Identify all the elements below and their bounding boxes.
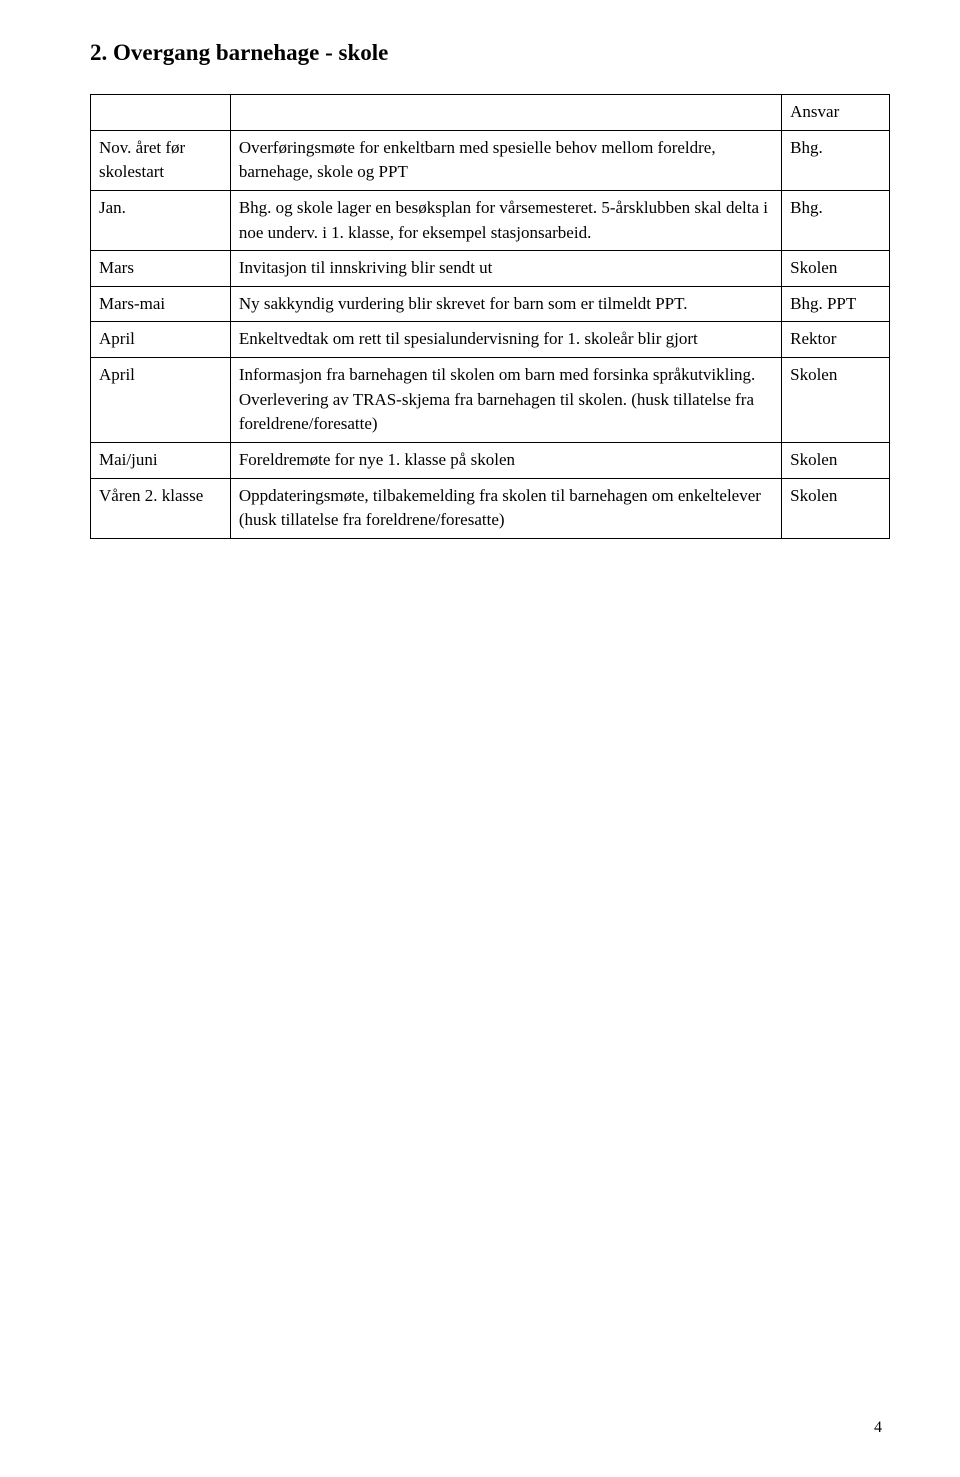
header-cell-desc: [230, 95, 781, 131]
table-row: Mars Invitasjon til innskriving blir sen…: [91, 251, 890, 287]
cell-desc: Foreldremøte for nye 1. klasse på skolen: [230, 443, 781, 479]
schedule-table: Ansvar Nov. året før skolestart Overføri…: [90, 94, 890, 539]
cell-ansvar: Skolen: [782, 478, 890, 538]
cell-desc: Ny sakkyndig vurdering blir skrevet for …: [230, 286, 781, 322]
table-row: Jan. Bhg. og skole lager en besøksplan f…: [91, 190, 890, 250]
cell-ansvar: Bhg.: [782, 190, 890, 250]
cell-desc: Bhg. og skole lager en besøksplan for vå…: [230, 190, 781, 250]
cell-ansvar: Skolen: [782, 251, 890, 287]
table-header-row: Ansvar: [91, 95, 890, 131]
cell-ansvar: Rektor: [782, 322, 890, 358]
table-row: Mars-mai Ny sakkyndig vurdering blir skr…: [91, 286, 890, 322]
page-number: 4: [90, 1419, 890, 1437]
cell-time: April: [91, 322, 231, 358]
header-cell-ansvar: Ansvar: [782, 95, 890, 131]
section-heading: 2. Overgang barnehage - skole: [90, 40, 890, 66]
cell-desc: Enkeltvedtak om rett til spesialundervis…: [230, 322, 781, 358]
cell-ansvar: Skolen: [782, 358, 890, 443]
cell-desc: Invitasjon til innskriving blir sendt ut: [230, 251, 781, 287]
cell-time: Nov. året før skolestart: [91, 130, 231, 190]
table-row: Våren 2. klasse Oppdateringsmøte, tilbak…: [91, 478, 890, 538]
cell-time: Jan.: [91, 190, 231, 250]
table-row: Mai/juni Foreldremøte for nye 1. klasse …: [91, 443, 890, 479]
cell-desc: Informasjon fra barnehagen til skolen om…: [230, 358, 781, 443]
cell-time: April: [91, 358, 231, 443]
cell-desc: Oppdateringsmøte, tilbakemelding fra sko…: [230, 478, 781, 538]
cell-time: Mars: [91, 251, 231, 287]
cell-time: Mars-mai: [91, 286, 231, 322]
cell-ansvar: Bhg. PPT: [782, 286, 890, 322]
table-row: April Enkeltvedtak om rett til spesialun…: [91, 322, 890, 358]
table-row: April Informasjon fra barnehagen til sko…: [91, 358, 890, 443]
cell-time: Våren 2. klasse: [91, 478, 231, 538]
cell-desc: Overføringsmøte for enkeltbarn med spesi…: [230, 130, 781, 190]
table-row: Nov. året før skolestart Overføringsmøte…: [91, 130, 890, 190]
cell-ansvar: Skolen: [782, 443, 890, 479]
cell-ansvar: Bhg.: [782, 130, 890, 190]
cell-time: Mai/juni: [91, 443, 231, 479]
header-cell-time: [91, 95, 231, 131]
